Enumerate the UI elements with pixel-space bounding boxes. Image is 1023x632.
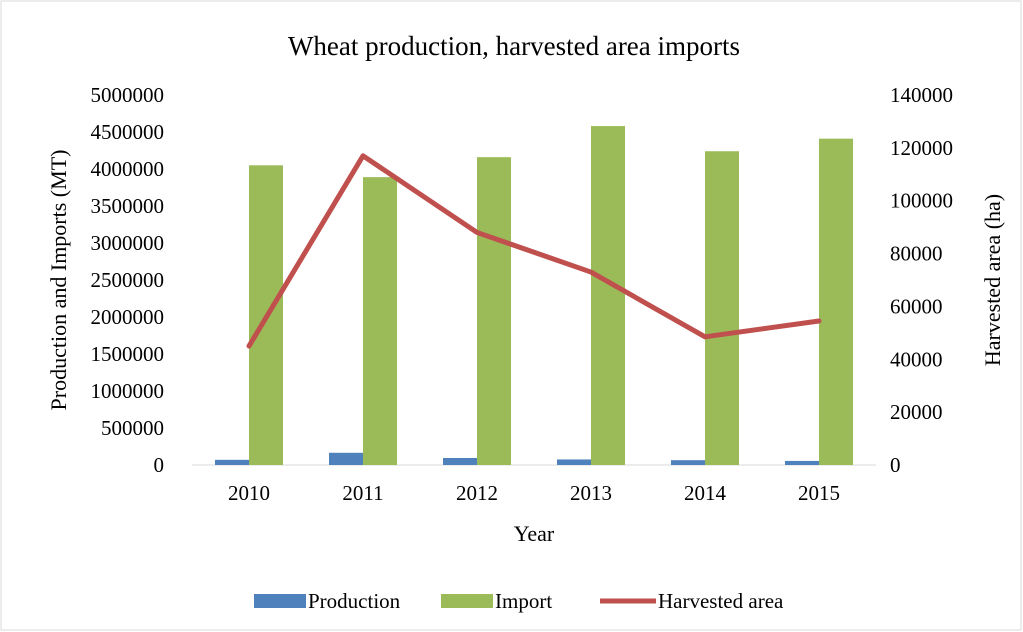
x-axis-title: Year: [514, 521, 555, 546]
y-right-tick-label: 20000: [890, 400, 943, 424]
x-tick-label: 2013: [570, 481, 612, 505]
y-left-tick-label: 3500000: [91, 194, 165, 218]
y-left-tick-label: 1500000: [91, 342, 165, 366]
y-left-tick-label: 500000: [101, 416, 164, 440]
y-left-tick-label: 2500000: [91, 268, 165, 292]
y-axis-right-title: Harvested area (ha): [980, 194, 1005, 366]
legend-label: Import: [495, 589, 552, 613]
y-axis-left-title: Production and Imports (MT): [46, 150, 71, 411]
bar-import: [705, 151, 739, 466]
bar-import: [477, 157, 511, 465]
bar-production: [443, 457, 477, 465]
y-right-tick-label: 80000: [890, 242, 943, 266]
x-tick-label: 2014: [684, 481, 727, 505]
y-right-tick-label: 100000: [890, 189, 953, 213]
y-right-tick-label: 120000: [890, 136, 953, 160]
bar-production: [215, 459, 249, 465]
y-left-tick-label: 4000000: [91, 157, 165, 181]
y-right-tick-label: 140000: [890, 83, 953, 107]
line-harvested-area: [246, 153, 822, 349]
legend-label: Harvested area: [658, 589, 784, 613]
y-left-tick-label: 3000000: [91, 231, 165, 255]
bar-production: [557, 459, 591, 465]
x-tick-label: 2015: [798, 481, 840, 505]
bar-import: [363, 177, 397, 465]
y-right-tick-label: 40000: [890, 347, 943, 371]
chart-title: Wheat production, harvested area imports: [288, 31, 740, 61]
y-left-tick-label: 4500000: [91, 120, 165, 144]
x-tick-label: 2011: [342, 481, 383, 505]
y-left-tick-label: 0: [154, 453, 165, 477]
legend-swatch: [441, 594, 493, 608]
bar-import: [591, 126, 625, 465]
y-right-tick-label: 60000: [890, 294, 943, 318]
bar-production: [671, 460, 705, 465]
plot-area: 0500000100000015000002000000250000030000…: [91, 83, 954, 505]
y-left-tick-label: 1000000: [91, 379, 165, 403]
legend-label: Production: [308, 589, 401, 613]
legend-swatch: [254, 594, 306, 608]
y-left-tick-label: 5000000: [91, 83, 165, 107]
legend: Production Import Harvested area: [254, 589, 784, 613]
x-tick-label: 2010: [228, 481, 270, 505]
bar-production: [329, 452, 363, 465]
y-right-tick-label: 0: [890, 453, 901, 477]
bar-import: [819, 138, 853, 465]
legend-item: Production: [254, 589, 401, 613]
x-tick-label: 2012: [456, 481, 498, 505]
legend-item: Harvested area: [600, 589, 784, 613]
y-left-tick-label: 2000000: [91, 305, 165, 329]
bar-production: [785, 460, 819, 465]
legend-item: Import: [441, 589, 552, 613]
